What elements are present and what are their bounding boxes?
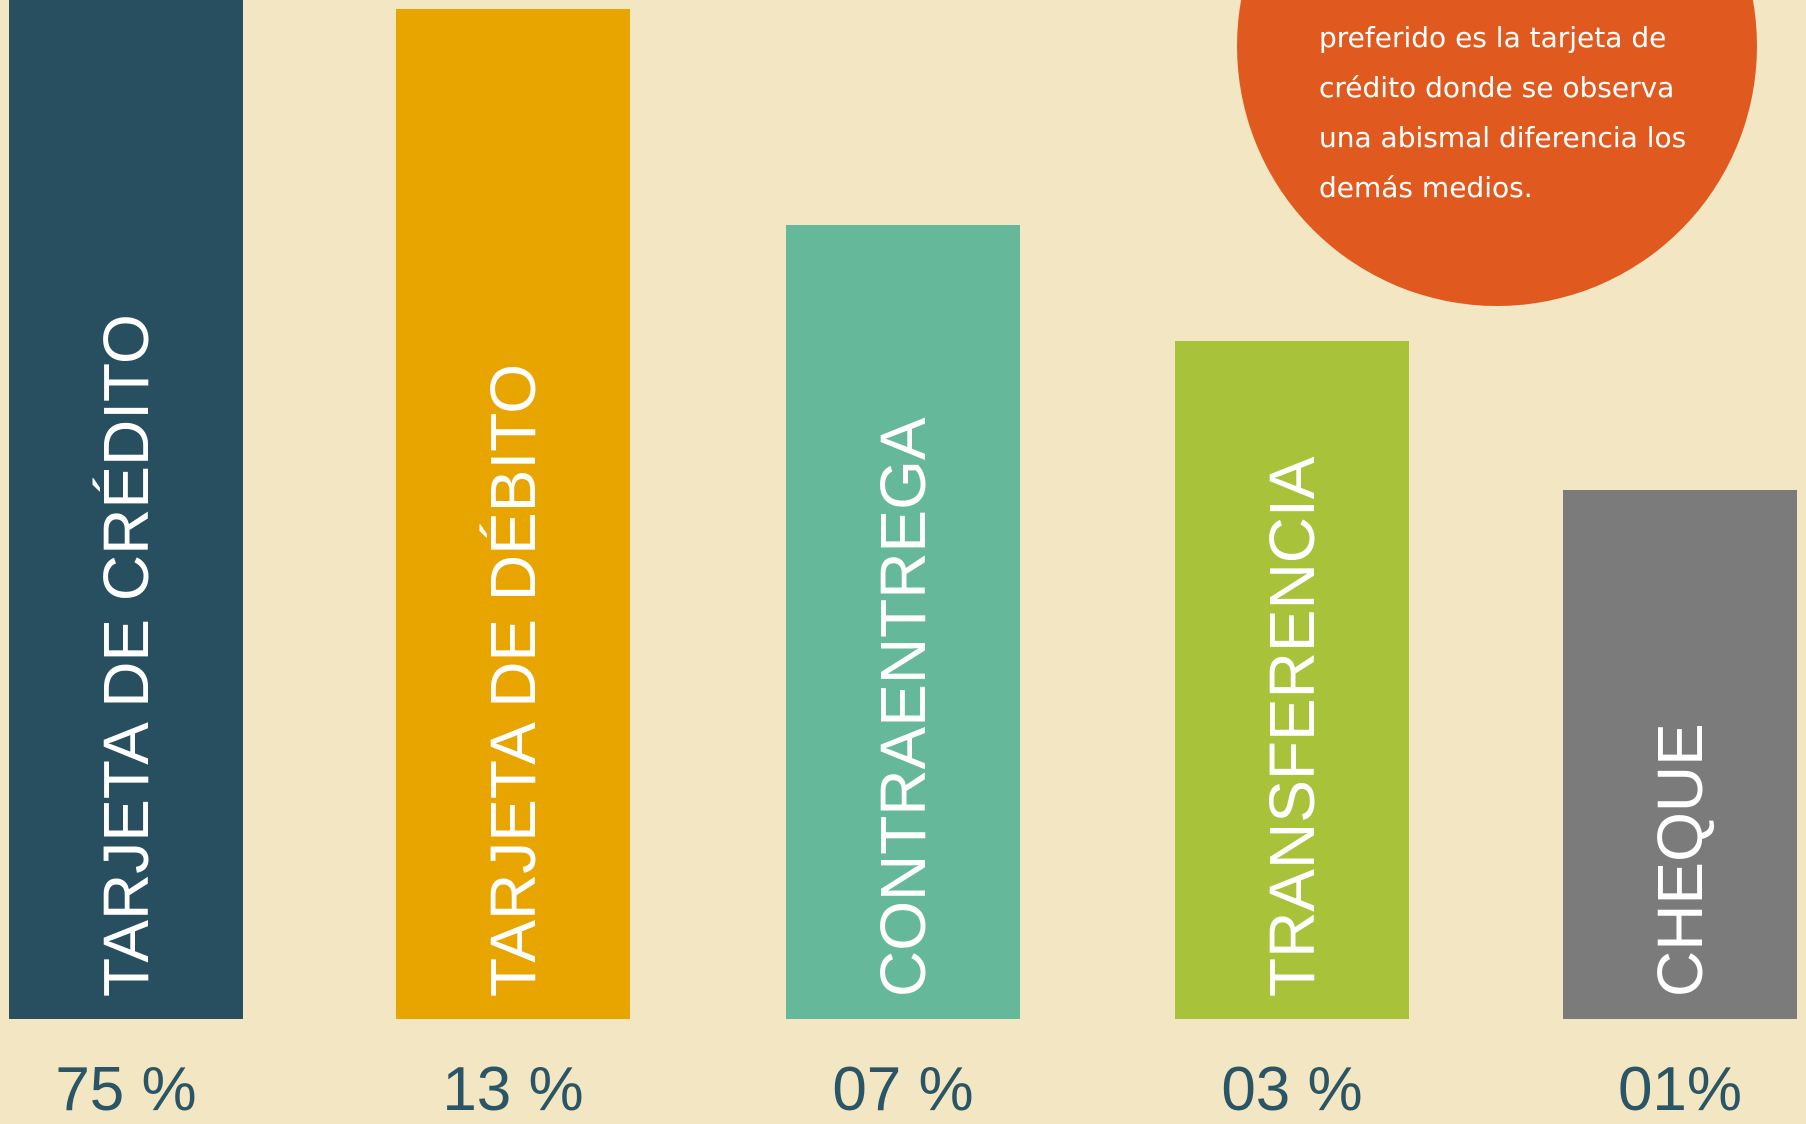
- note-line: crédito donde se observa: [1319, 71, 1674, 104]
- value-label: 75 %: [55, 1055, 196, 1124]
- value-label: 03 %: [1221, 1055, 1362, 1124]
- value-label: 13 %: [442, 1055, 583, 1124]
- bar-label: TRANSFERENCIA: [1256, 456, 1328, 997]
- note-line: una abismal diferencia los: [1319, 121, 1686, 154]
- bar: [786, 225, 1020, 1019]
- bar: [1175, 341, 1409, 1019]
- value-label: 01%: [1618, 1055, 1742, 1124]
- bar: [1563, 490, 1797, 1019]
- note-line: preferido es la tarjeta de: [1319, 21, 1666, 54]
- note-circle: [1237, 0, 1757, 306]
- bar-label: CHEQUE: [1644, 723, 1716, 997]
- bar-label: TARJETA DE CRÉDITO: [90, 314, 162, 997]
- bar-label: TARJETA DE DÉBITO: [477, 364, 549, 997]
- value-label: 07 %: [832, 1055, 973, 1124]
- bar: [9, 0, 243, 1019]
- bar-label: CONTRAENTREGA: [867, 417, 939, 997]
- note-line: demás medios.: [1319, 171, 1533, 204]
- bar: [396, 9, 630, 1019]
